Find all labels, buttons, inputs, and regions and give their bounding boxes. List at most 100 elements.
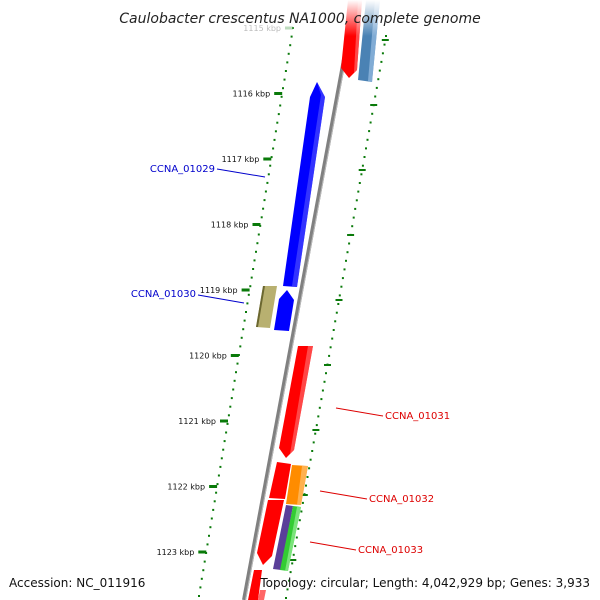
left-track-dot bbox=[284, 70, 287, 72]
left-track-dot bbox=[223, 440, 226, 443]
gene-arrow-ccna-01030[interactable] bbox=[274, 290, 294, 331]
right-track-dot bbox=[363, 156, 366, 158]
right-track-dot bbox=[351, 225, 354, 228]
right-track-dot bbox=[329, 346, 332, 349]
left-track-dot bbox=[256, 242, 259, 245]
right-track-dot bbox=[332, 329, 335, 331]
gene-label-ccna-01029[interactable]: CCNA_01029 bbox=[150, 164, 215, 175]
left-track-dot bbox=[219, 465, 222, 468]
kbp-label: 1123 kbp bbox=[157, 548, 195, 557]
kbp-tick bbox=[274, 92, 283, 95]
left-track-dot bbox=[252, 268, 255, 270]
left-track-dot bbox=[273, 138, 276, 141]
kbp-tick bbox=[241, 288, 250, 292]
left-track-dot bbox=[267, 173, 270, 176]
right-track-dot bbox=[335, 311, 338, 314]
kbp-tick bbox=[209, 485, 218, 488]
left-track-dot bbox=[203, 560, 206, 563]
right-track-dot bbox=[358, 182, 361, 184]
left-track-dot bbox=[213, 500, 216, 503]
right-track-dot bbox=[331, 337, 334, 340]
left-track-dot bbox=[286, 61, 289, 64]
right-track-dash bbox=[324, 364, 331, 366]
left-track-dot bbox=[230, 397, 233, 400]
left-track-dot bbox=[206, 543, 209, 546]
right-track-dot bbox=[365, 147, 367, 150]
right-track-dot bbox=[346, 251, 349, 254]
right-track-dot bbox=[325, 372, 327, 375]
left-track-dot bbox=[262, 207, 265, 210]
left-track-dot bbox=[237, 354, 240, 356]
left-track-dot bbox=[202, 569, 205, 572]
left-track-dot bbox=[246, 302, 249, 305]
right-track-dot bbox=[368, 130, 371, 133]
left-track-dot bbox=[266, 181, 269, 184]
right-track-dot bbox=[312, 441, 315, 444]
left-track-dot bbox=[198, 595, 200, 597]
left-track-dot bbox=[226, 422, 229, 425]
left-track-dot bbox=[264, 190, 267, 193]
callout-line-ccna-01032 bbox=[319, 490, 368, 500]
kbp-label: 1117 kbp bbox=[222, 155, 260, 164]
gene-arrow-ccna-01033[interactable] bbox=[257, 500, 284, 565]
accession-label: Accession: NC_011916 bbox=[9, 576, 145, 590]
right-track-dot bbox=[317, 415, 320, 418]
left-track-dot bbox=[257, 233, 260, 236]
left-track-dot bbox=[236, 362, 239, 365]
right-track-dot bbox=[298, 519, 301, 522]
left-track-dot bbox=[240, 336, 243, 339]
right-track-dot bbox=[371, 112, 374, 115]
gene-label-ccna-01032[interactable]: CCNA_01032 bbox=[369, 494, 434, 505]
left-track-dot bbox=[245, 311, 247, 313]
right-track-dot bbox=[328, 354, 331, 357]
right-track-dot bbox=[360, 173, 363, 176]
right-track-dot bbox=[305, 484, 307, 487]
left-track-dot bbox=[216, 483, 219, 486]
left-track-dot bbox=[249, 285, 252, 288]
right-track-dot bbox=[337, 303, 340, 305]
right-track-dot bbox=[343, 268, 346, 271]
left-track-dot bbox=[239, 345, 242, 348]
gene-label-ccna-01030[interactable]: CCNA_01030 bbox=[131, 289, 196, 300]
gene-callouts: CCNA_01029 CCNA_01030 CCNA_01031 CCNA_01… bbox=[131, 164, 450, 556]
right-track-dash bbox=[347, 234, 355, 236]
right-track-dot bbox=[314, 432, 317, 435]
right-track-dot bbox=[320, 398, 323, 401]
right-track-dot bbox=[291, 562, 294, 565]
left-track-dot bbox=[229, 405, 232, 408]
gene-label-ccna-01033[interactable]: CCNA_01033 bbox=[358, 545, 423, 556]
right-track-dot bbox=[318, 406, 321, 409]
right-track-dot bbox=[289, 571, 292, 574]
right-track-dot bbox=[285, 597, 287, 599]
right-track-dot bbox=[340, 285, 343, 288]
left-track-dot bbox=[270, 156, 273, 159]
right-track-dot bbox=[380, 60, 383, 63]
feature-purple-ccna-01033[interactable] bbox=[273, 505, 293, 570]
left-track-dot bbox=[250, 276, 253, 279]
left-track-dot bbox=[263, 199, 266, 202]
right-track-dot bbox=[288, 579, 291, 582]
callout-line-ccna-01031 bbox=[335, 407, 384, 417]
right-track-dash bbox=[381, 39, 389, 41]
right-track-dot bbox=[297, 527, 300, 530]
right-track-dot bbox=[348, 242, 351, 245]
gene-arrow-red-bottom[interactable] bbox=[248, 570, 262, 600]
left-track-dot bbox=[287, 52, 290, 55]
right-track-dot bbox=[294, 545, 297, 548]
right-track-dot bbox=[311, 450, 314, 452]
kbp-label: 1120 kbp bbox=[189, 352, 227, 361]
right-track-dot bbox=[295, 536, 298, 539]
gene-arrow-red-bottom-right[interactable] bbox=[258, 590, 266, 600]
left-track-dot bbox=[290, 35, 293, 38]
left-track-dot bbox=[212, 508, 215, 511]
gene-arrow-ccna-01032[interactable] bbox=[269, 462, 291, 499]
feature-olive-ccna-01030[interactable] bbox=[256, 286, 277, 328]
right-track-dot bbox=[381, 52, 384, 55]
left-track-dot bbox=[227, 414, 230, 417]
right-track-dot bbox=[300, 510, 303, 513]
gene-label-ccna-01031[interactable]: CCNA_01031 bbox=[385, 411, 450, 422]
left-dotted-track bbox=[198, 27, 294, 597]
gene-arrow-ccna-01029[interactable] bbox=[283, 82, 325, 287]
right-track-dot bbox=[323, 380, 326, 383]
